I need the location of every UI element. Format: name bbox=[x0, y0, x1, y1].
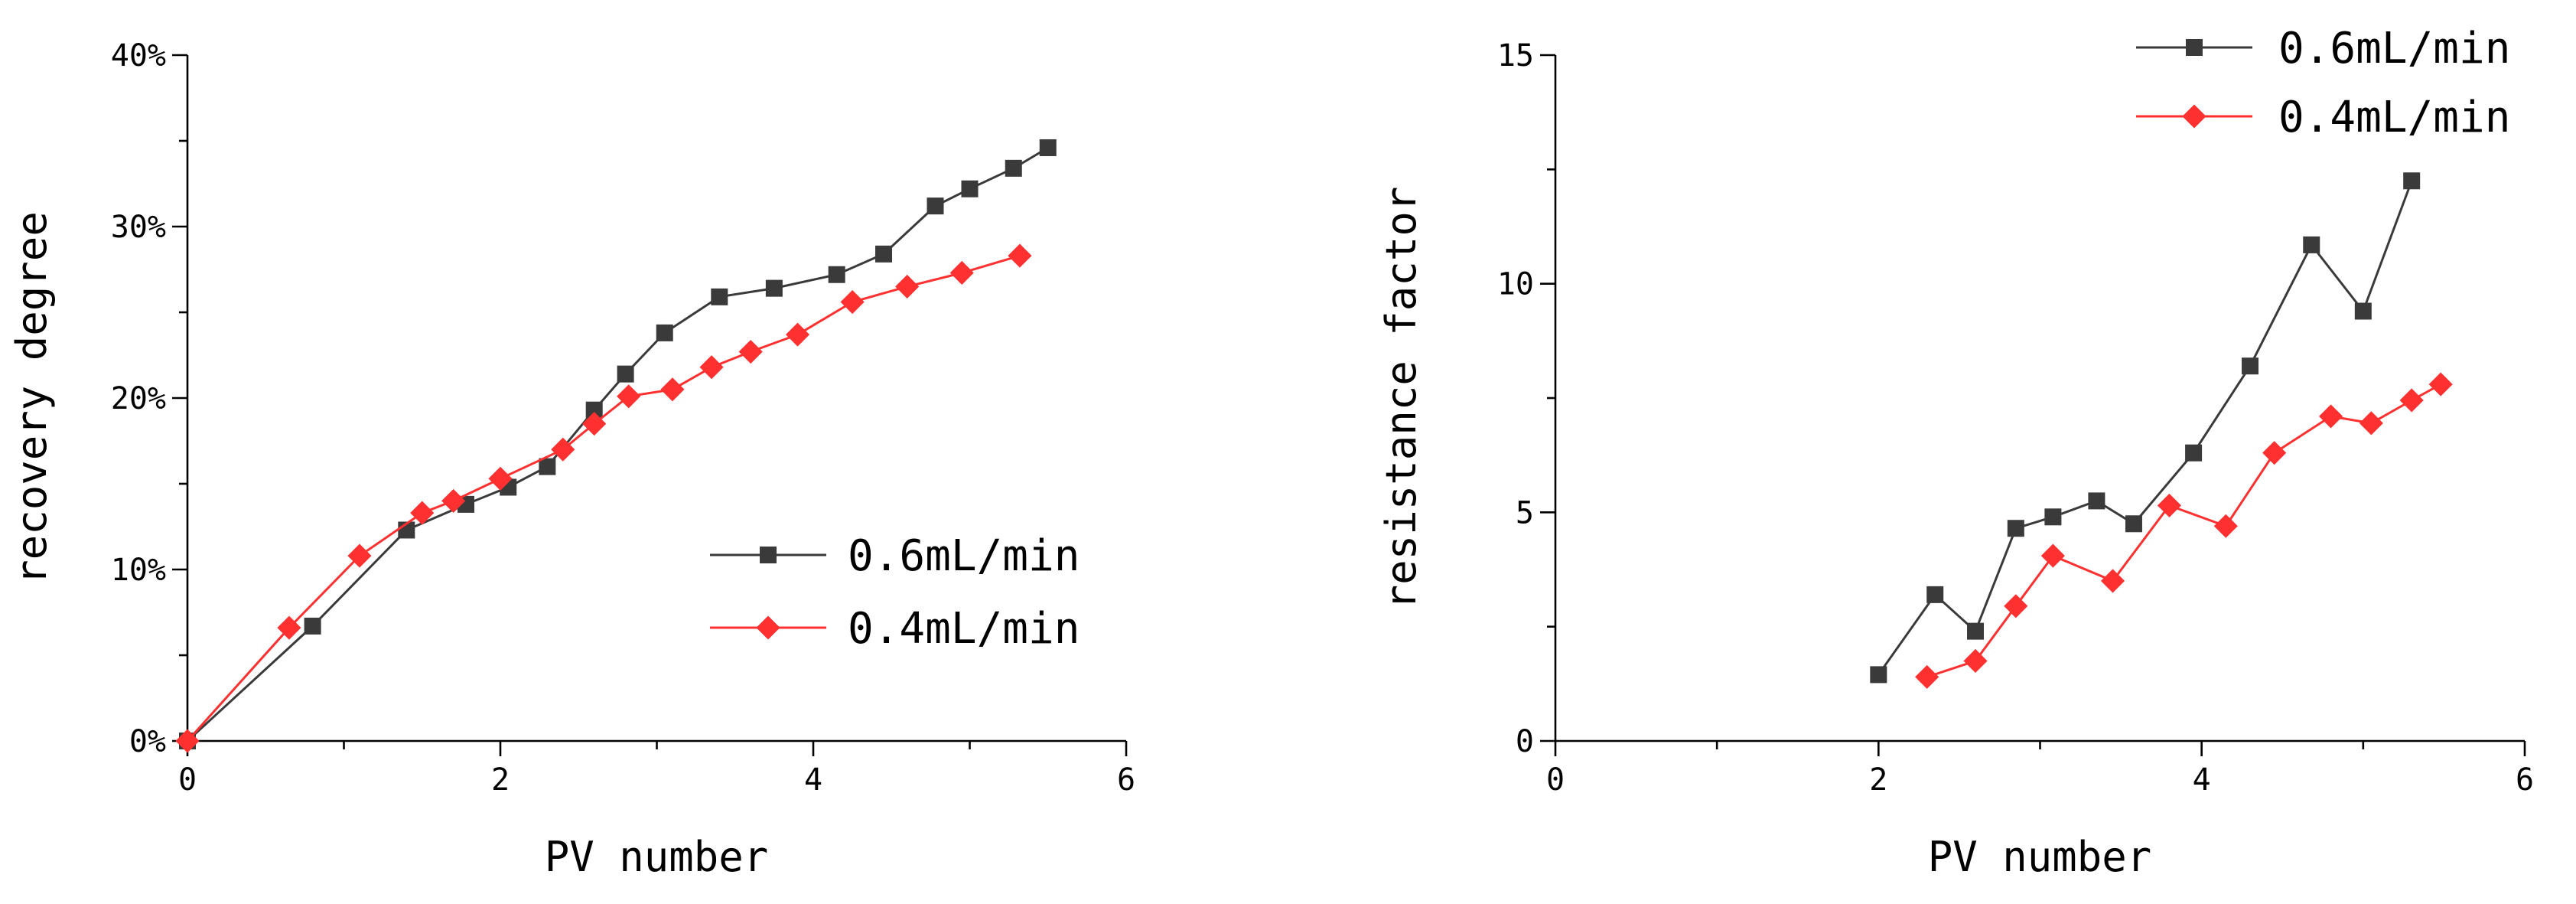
data-point-diamond bbox=[2319, 404, 2343, 429]
x-axis-title: PV number bbox=[545, 833, 769, 881]
data-point-square bbox=[617, 365, 634, 383]
data-point-diamond bbox=[347, 543, 372, 568]
data-point-square bbox=[2044, 508, 2062, 526]
data-point-square bbox=[1870, 666, 1887, 684]
data-point-square bbox=[539, 458, 556, 475]
data-point-square bbox=[1967, 622, 1985, 640]
data-point-diamond bbox=[1915, 664, 1939, 689]
legend-entry: 0.4mL/min bbox=[710, 604, 1080, 654]
data-point-diamond bbox=[660, 377, 685, 402]
series-1 bbox=[1870, 172, 2421, 684]
data-point-diamond bbox=[2157, 493, 2181, 517]
chart-1: 0 2 4 6 0% 10% 20% 30% 40% PV number recovery degr… bbox=[8, 38, 1135, 881]
legend-entry: 0.6mL/min bbox=[710, 531, 1080, 581]
data-point-diamond bbox=[2399, 388, 2424, 413]
legend-label: 0.6mL/min bbox=[848, 531, 1080, 581]
data-point-diamond bbox=[2100, 569, 2125, 593]
series-line bbox=[186, 254, 1021, 742]
series-2 bbox=[1915, 372, 2453, 689]
data-point-diamond bbox=[785, 322, 810, 347]
y-tick-label: 10% bbox=[111, 553, 166, 588]
data-point-square bbox=[1005, 159, 1022, 177]
data-point-square bbox=[828, 266, 845, 283]
y-tick-label: 10 bbox=[1497, 267, 1534, 302]
data-point-diamond bbox=[738, 339, 763, 364]
data-point-square bbox=[1039, 139, 1057, 156]
data-point-diamond bbox=[2040, 543, 2065, 568]
y-tick-label: 40% bbox=[111, 38, 166, 73]
x-tick-label: 2 bbox=[491, 762, 510, 798]
data-point-square bbox=[875, 245, 893, 263]
chart-2: 0 2 4 6 0 5 10 15 PV number resistance factor 0.6m… bbox=[1377, 24, 2534, 881]
legend-marker bbox=[760, 547, 777, 563]
data-point-diamond bbox=[2428, 372, 2453, 397]
data-point-square bbox=[2403, 172, 2421, 190]
legend-label: 0.4mL/min bbox=[2278, 93, 2510, 142]
data-point-square bbox=[656, 324, 673, 341]
data-point-square bbox=[2185, 444, 2203, 462]
series-line bbox=[1926, 383, 2441, 678]
data-point-square bbox=[1926, 586, 1944, 603]
y-tick-label: 30% bbox=[111, 210, 166, 245]
legend-entry: 0.4mL/min bbox=[2136, 93, 2510, 142]
x-tick-label: 6 bbox=[1117, 762, 1135, 798]
data-point-diamond bbox=[277, 615, 301, 640]
data-point-square bbox=[2354, 302, 2372, 320]
x-tick-label: 4 bbox=[2193, 762, 2211, 798]
series-2 bbox=[175, 243, 1032, 753]
x-tick-label: 2 bbox=[1869, 762, 1887, 798]
y-tick-label: 0 bbox=[1516, 724, 1534, 759]
x-tick-label: 0 bbox=[178, 762, 197, 798]
data-point-square bbox=[765, 279, 783, 297]
data-point-diamond bbox=[1008, 243, 1032, 268]
y-axis-title: recovery degree bbox=[8, 211, 56, 585]
data-point-diamond bbox=[1963, 648, 1988, 674]
y-tick-label: 5 bbox=[1516, 495, 1534, 530]
data-point-square bbox=[961, 180, 979, 197]
series-1 bbox=[179, 139, 1057, 749]
data-point-square bbox=[2303, 236, 2320, 253]
legend-label: 0.4mL/min bbox=[848, 604, 1080, 654]
data-point-diamond bbox=[2213, 514, 2238, 538]
data-point-diamond bbox=[840, 290, 865, 315]
y-tick-label: 0% bbox=[129, 724, 166, 759]
x-axis-title: PV number bbox=[1928, 833, 2152, 881]
legend-marker bbox=[2186, 39, 2203, 56]
data-point-square bbox=[2088, 492, 2105, 510]
data-point-diamond bbox=[2004, 594, 2028, 618]
legend-marker bbox=[756, 615, 780, 640]
series-line bbox=[1877, 180, 2413, 676]
data-point-diamond bbox=[410, 501, 435, 525]
data-point-square bbox=[711, 288, 728, 305]
data-point-diamond bbox=[617, 384, 641, 409]
data-point-diamond bbox=[949, 260, 974, 286]
legend-entry: 0.6mL/min bbox=[2136, 24, 2510, 73]
x-tick-label: 4 bbox=[804, 762, 822, 798]
data-point-diamond bbox=[895, 274, 920, 299]
legend-label: 0.6mL/min bbox=[2278, 24, 2510, 73]
x-tick-label: 0 bbox=[1546, 762, 1565, 798]
data-point-square bbox=[927, 197, 944, 215]
data-point-square bbox=[2007, 520, 2024, 537]
data-point-square bbox=[2242, 357, 2259, 375]
y-tick-label: 15 bbox=[1497, 38, 1534, 73]
legend-marker bbox=[2182, 104, 2206, 129]
data-point-diamond bbox=[2262, 441, 2287, 465]
data-point-square bbox=[2125, 515, 2142, 533]
data-point-square bbox=[585, 401, 603, 419]
data-point-square bbox=[304, 617, 321, 635]
data-point-diamond bbox=[699, 355, 724, 380]
y-axis-title: resistance factor bbox=[1377, 187, 1425, 610]
y-tick-label: 20% bbox=[111, 381, 166, 416]
x-tick-label: 6 bbox=[2516, 762, 2534, 798]
data-point-diamond bbox=[2359, 411, 2383, 436]
